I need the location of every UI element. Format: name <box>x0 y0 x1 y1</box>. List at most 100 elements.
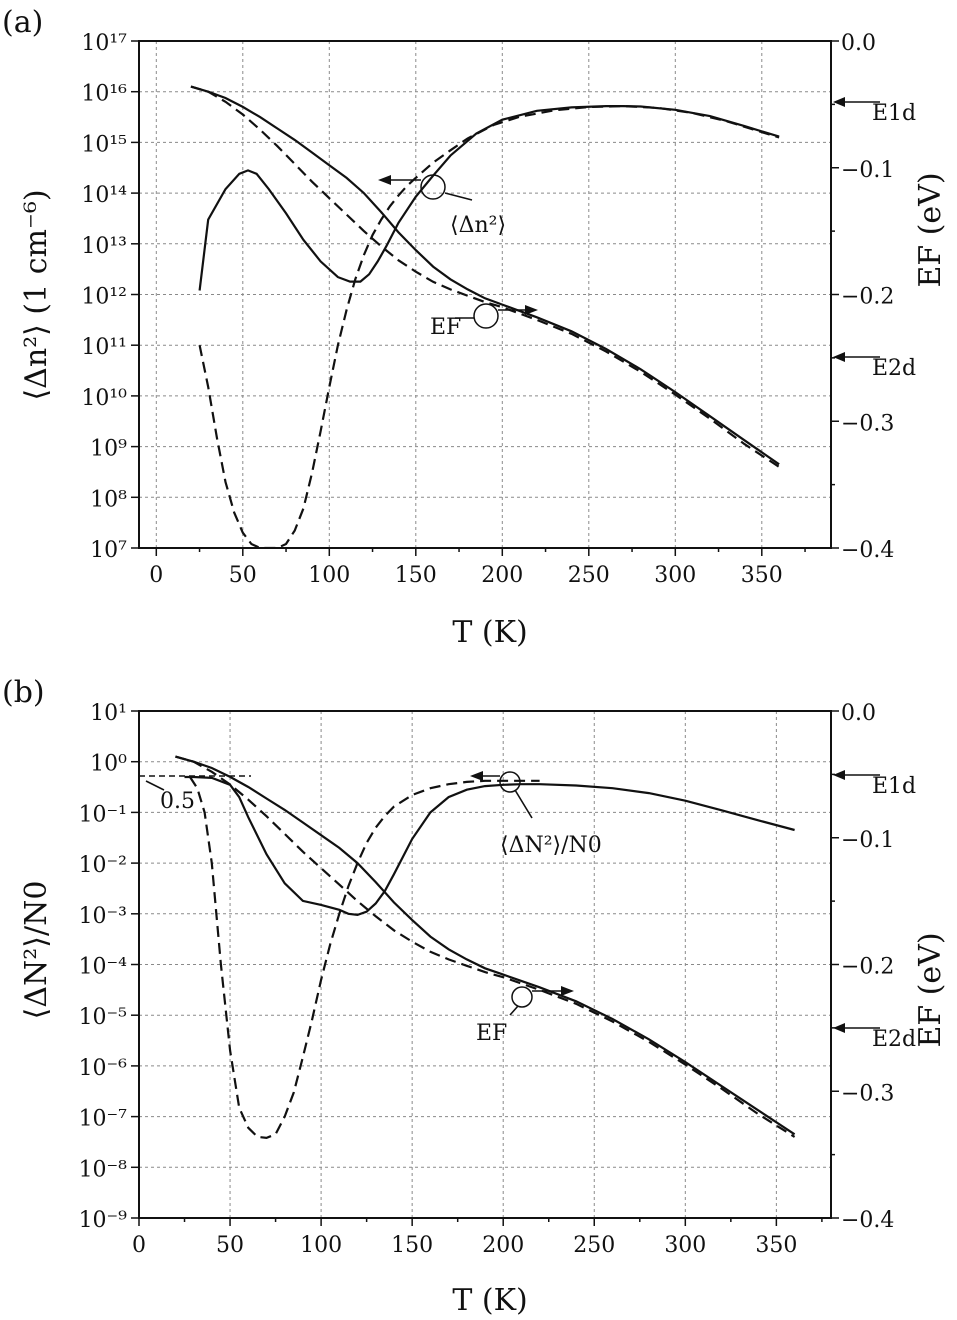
x-tick-label: 100 <box>300 1233 342 1258</box>
y-tick-label: 10⁻¹ <box>79 802 127 827</box>
series-b-fluct-solid <box>184 775 795 917</box>
y2-axis-label-b: EF (eV) <box>913 932 948 1047</box>
x-tick-label: 200 <box>481 563 523 588</box>
y-tick-label: 10¹⁷ <box>81 31 127 56</box>
x-tick-labels-b: 0 50 100 150 200 250 300 350 <box>132 1233 797 1258</box>
y2-tick-label: −0.4 <box>841 538 894 563</box>
x-axis-label-b: T (K) <box>452 1283 527 1318</box>
dn-leader-a <box>444 192 473 201</box>
y2-tick-label: −0.2 <box>841 955 894 980</box>
ef-label-a: EF <box>430 315 461 340</box>
x-tick-labels-a: 0 50 100 150 200 250 300 350 <box>149 563 783 588</box>
y-tick-label: 10⁰ <box>90 752 127 777</box>
y-tick-label: 10¹⁵ <box>81 132 127 157</box>
curves-b <box>175 755 796 1140</box>
y2-tick-label: −0.1 <box>841 158 894 183</box>
ticks-b <box>131 710 839 1226</box>
ef-marker-circle-b <box>511 986 533 1008</box>
dn-marker-circle-a <box>420 174 446 200</box>
panel-label-a: (a) <box>2 5 43 40</box>
y2-tick-label: −0.2 <box>841 285 894 310</box>
y2-tick-labels-a: 0.0 −0.1 −0.2 −0.3 −0.4 <box>841 31 894 563</box>
e1d-arrowhead-a <box>833 97 845 107</box>
panel-a: (a) 0 50 100 150 200 250 300 350 10⁷10⁸10⁹10¹⁰1… <box>2 5 948 650</box>
series-a-fluct-dashed <box>198 104 780 548</box>
series-a-fermi-dashed <box>190 85 780 468</box>
x-tick-label: 300 <box>664 1233 706 1258</box>
dn-label-b: ⟨ΔN²⟩/N0 <box>500 833 602 858</box>
y-tick-label: 10⁻⁸ <box>79 1157 128 1182</box>
y2-tick-label: −0.3 <box>841 1081 894 1106</box>
dn-marker-circle-b <box>499 771 521 793</box>
x-tick-label: 250 <box>573 1233 615 1258</box>
y2-tick-label: −0.3 <box>841 411 894 436</box>
series-a-fluct-solid <box>198 105 780 291</box>
y2-tick-labels-b: 0.0 −0.1 −0.2 −0.3 −0.4 <box>841 701 894 1233</box>
y-tick-label: 10¹⁰ <box>81 386 127 411</box>
y-tick-label: 10¹ <box>90 701 127 726</box>
x-axis-label-a: T (K) <box>452 615 527 650</box>
x-tick-label: 250 <box>568 563 610 588</box>
series-b-fermi-solid <box>175 755 796 1136</box>
x-tick-label: 100 <box>308 563 350 588</box>
series-a-fermi-solid <box>190 85 780 466</box>
y2-tick-label: −0.1 <box>841 828 894 853</box>
half-label: 0.5 <box>160 789 195 814</box>
x-tick-label: 0 <box>149 563 163 588</box>
y2-tick-label: 0.0 <box>841 701 876 726</box>
x-tick-label: 350 <box>755 1233 797 1258</box>
y-tick-label: 10⁻⁹ <box>79 1208 128 1233</box>
y-tick-label: 10¹³ <box>81 234 127 259</box>
y-tick-label: 10⁻⁷ <box>79 1107 128 1132</box>
x-tick-label: 200 <box>482 1233 524 1258</box>
series-b-fluct-dashed <box>189 776 540 1140</box>
y-tick-label: 10⁻³ <box>79 904 127 929</box>
y-axis-label-b: ⟨ΔN²⟩/N0 <box>19 881 54 1020</box>
panel-label-b: (b) <box>2 675 45 710</box>
y-tick-label: 10⁻⁵ <box>79 1005 127 1030</box>
ef-leader-b <box>509 1005 519 1016</box>
y-tick-label: 10¹⁶ <box>81 82 127 107</box>
y-tick-label: 10⁻⁶ <box>79 1056 128 1081</box>
y-tick-label: 10⁻² <box>79 853 127 878</box>
curves-a <box>190 85 780 548</box>
e2d-label-a: E2d <box>872 356 916 381</box>
e1d-label-b: E1d <box>872 774 916 799</box>
y-tick-label: 10¹² <box>81 285 127 310</box>
e2d-arrowhead-b <box>833 1023 845 1033</box>
half-leader <box>145 780 165 791</box>
ef-label-b: EF <box>476 1021 507 1046</box>
x-tick-label: 50 <box>229 563 257 588</box>
x-tick-label: 300 <box>654 563 696 588</box>
ef-arrowhead-a <box>525 305 538 315</box>
y-tick-label: 10⁹ <box>90 437 127 462</box>
x-tick-label: 150 <box>391 1233 433 1258</box>
y2-tick-label: 0.0 <box>841 31 876 56</box>
ef-marker-circle-a <box>473 303 499 329</box>
dn-leader-b <box>514 789 533 819</box>
y-tick-labels-b: 10⁻⁹ 10⁻⁸ 10⁻⁷ 10⁻⁶ 10⁻⁵ 10⁻⁴ 10⁻³ 10⁻² 10⁻¹ 10⁰ 1… <box>79 701 128 1233</box>
grid-a <box>139 41 831 548</box>
y-tick-label: 10⁷ <box>90 538 127 563</box>
dn-arrowhead-b <box>470 771 483 781</box>
y-axis-label-a: ⟨Δn²⟩ (1 cm⁻⁶) <box>19 189 54 400</box>
y-tick-labels-a: 10⁷ 10⁸ 10⁹ 10¹⁰ 10¹¹ 10¹² 10¹³ 10¹⁴ 10¹⁵ 10¹⁶ 10¹… <box>81 31 127 563</box>
panel-b: (b) 0 50 100 150 200 250 300 350 10⁻⁹10⁻⁸10⁻⁷10… <box>2 675 948 1318</box>
e1d-label-a: E1d <box>872 101 916 126</box>
x-tick-label: 350 <box>741 563 783 588</box>
y-tick-label: 10¹⁴ <box>81 183 127 208</box>
e1d-arrowhead-b <box>833 770 845 780</box>
x-tick-label: 150 <box>395 563 437 588</box>
e2d-label-b: E2d <box>872 1027 916 1052</box>
ticks-a <box>131 40 839 556</box>
y-tick-label: 10⁻⁴ <box>79 955 128 980</box>
x-tick-label: 0 <box>132 1233 146 1258</box>
x-tick-label: 50 <box>216 1233 244 1258</box>
ef-arrowhead-b <box>561 986 574 996</box>
y2-tick-label: −0.4 <box>841 1208 894 1233</box>
y-tick-label: 10¹¹ <box>81 335 127 360</box>
e2d-arrowhead-a <box>833 352 845 362</box>
dn-arrowhead-a <box>378 175 391 185</box>
dn-label-a: ⟨Δn²⟩ <box>450 213 506 238</box>
